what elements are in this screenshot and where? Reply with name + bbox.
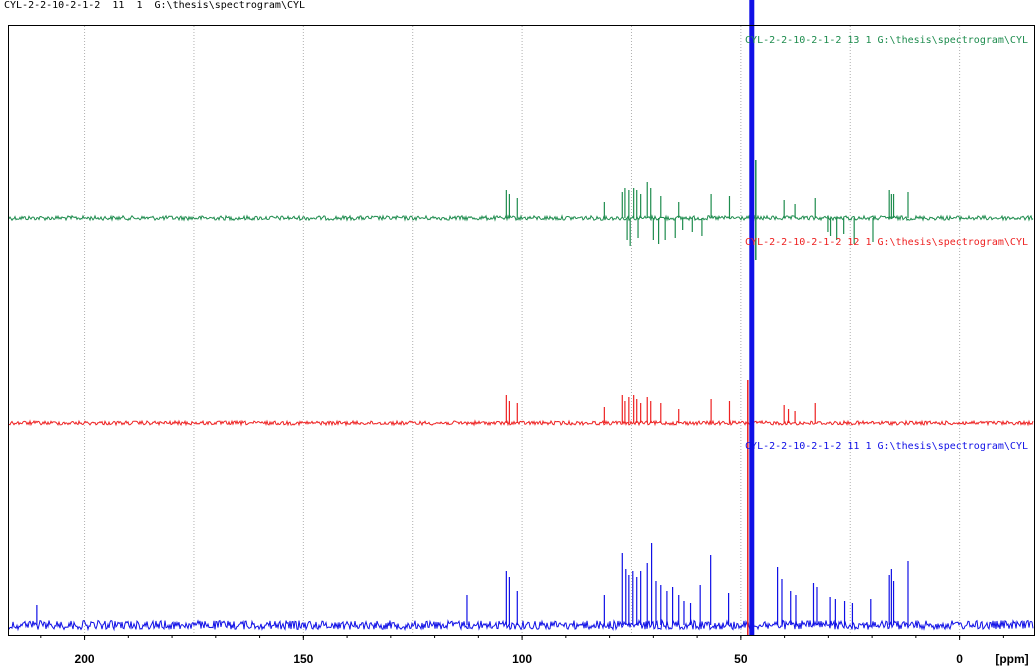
- trace-labels: CYL-2-2-10-2-1-2 13 1 G:\thesis\spectrog…: [745, 35, 1028, 452]
- x-tick-label: 0: [956, 652, 963, 666]
- solvent-peak: [747, 0, 757, 635]
- spectrum-title: CYL-2-2-10-2-1-2 11 1 G:\thesis\spectrog…: [4, 0, 306, 11]
- grid-lines: [84, 26, 961, 635]
- x-tick-label: 50: [734, 652, 748, 666]
- trace-label: CYL-2-2-10-2-1-2 11 1 G:\thesis\spectrog…: [745, 441, 1028, 452]
- x-axis-label: [ppm]: [995, 652, 1028, 666]
- spectrum-baseline: [8, 618, 1034, 632]
- x-axis: 200 150 100 50 0 [ppm]: [40, 635, 1029, 666]
- spectrum-baseline: [8, 419, 1034, 427]
- trace-label: CYL-2-2-10-2-1-2 13 1 G:\thesis\spectrog…: [745, 35, 1028, 46]
- solvent-band: [749, 0, 755, 635]
- trace-label: CYL-2-2-10-2-1-2 12 1 G:\thesis\spectrog…: [745, 237, 1028, 248]
- plot-frame: [8, 25, 1035, 636]
- spectrum-traces: [8, 182, 1034, 632]
- x-tick-label: 200: [75, 652, 95, 666]
- spectrum-baseline: [8, 214, 1034, 222]
- x-tick-label: 100: [512, 652, 532, 666]
- x-tick-label: 150: [293, 652, 313, 666]
